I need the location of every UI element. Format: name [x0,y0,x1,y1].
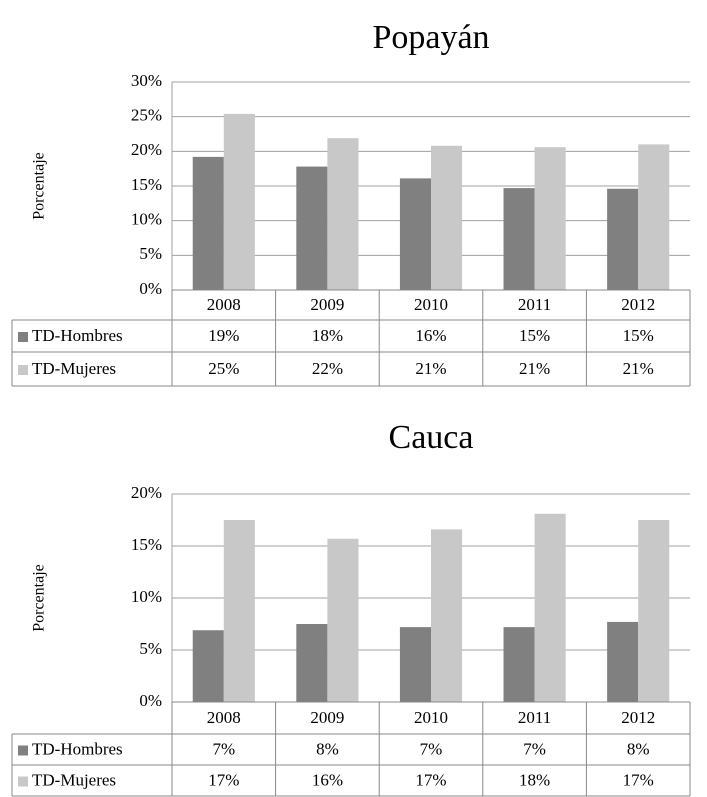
y-axis-label: Porcentaje [31,564,48,632]
data-label: 21% [519,359,550,378]
data-label: 25% [208,359,239,378]
y-tick-label: 5% [139,639,162,658]
y-tick-label: 10% [131,587,162,606]
data-label: 15% [623,326,654,345]
data-label: 15% [519,326,550,345]
bar [534,147,566,290]
chart-title: Cauca [389,419,474,456]
legend-label: TD-Mujeres [32,359,116,378]
bar [296,624,328,702]
bar [431,529,463,702]
y-tick-label: 0% [139,691,162,710]
data-label: 18% [312,326,343,345]
data-label: 21% [623,359,654,378]
data-label: 17% [623,770,654,789]
x-tick-label: 2009 [310,295,344,314]
bar [638,520,670,702]
legend-swatch [18,776,28,787]
y-tick-label: 20% [131,140,162,159]
bar [399,178,431,290]
chart-title: Popayán [372,19,489,56]
x-tick-label: 2008 [207,295,241,314]
y-axis-label: Porcentaje [31,152,48,220]
x-tick-label: 2010 [414,295,448,314]
data-label: 18% [519,770,550,789]
data-label: 8% [316,739,339,758]
data-label: 8% [627,739,650,758]
x-tick-label: 2011 [518,708,551,727]
legend-label: TD-Hombres [32,739,123,758]
legend-swatch [18,365,28,375]
bar [607,621,639,702]
bar [638,144,670,290]
data-label: 7% [212,739,235,758]
data-label: 17% [415,770,446,789]
legend-label: TD-Mujeres [32,770,116,789]
y-tick-label: 15% [131,175,162,194]
bar [534,513,566,702]
x-tick-label: 2012 [621,295,655,314]
x-tick-label: 2010 [414,708,448,727]
bar [192,630,224,702]
y-tick-label: 5% [139,244,162,263]
legend-swatch [18,332,28,342]
data-label: 7% [420,739,443,758]
x-tick-label: 2008 [207,708,241,727]
bar [431,145,463,290]
data-label: 7% [523,739,546,758]
y-tick-label: 15% [131,535,162,554]
bar [192,156,224,290]
bar [296,166,328,290]
y-tick-label: 25% [131,106,162,125]
data-label: 16% [312,770,343,789]
bar [327,538,359,702]
bar [223,520,255,702]
x-tick-label: 2012 [621,708,655,727]
legend-label: TD-Hombres [32,326,123,345]
bar [223,113,255,290]
legend-swatch [18,745,28,756]
bar [327,138,359,290]
y-tick-label: 10% [131,210,162,229]
data-label: 17% [208,770,239,789]
data-label: 19% [208,326,239,345]
bar [607,188,639,290]
data-label: 21% [415,359,446,378]
bar [399,627,431,702]
bar [503,627,535,702]
x-tick-label: 2011 [518,295,551,314]
y-tick-label: 20% [131,483,162,502]
data-label: 16% [415,326,446,345]
data-label: 22% [312,359,343,378]
y-tick-label: 0% [139,279,162,298]
y-tick-label: 30% [131,71,162,90]
bar [503,188,535,290]
x-tick-label: 2009 [310,708,344,727]
